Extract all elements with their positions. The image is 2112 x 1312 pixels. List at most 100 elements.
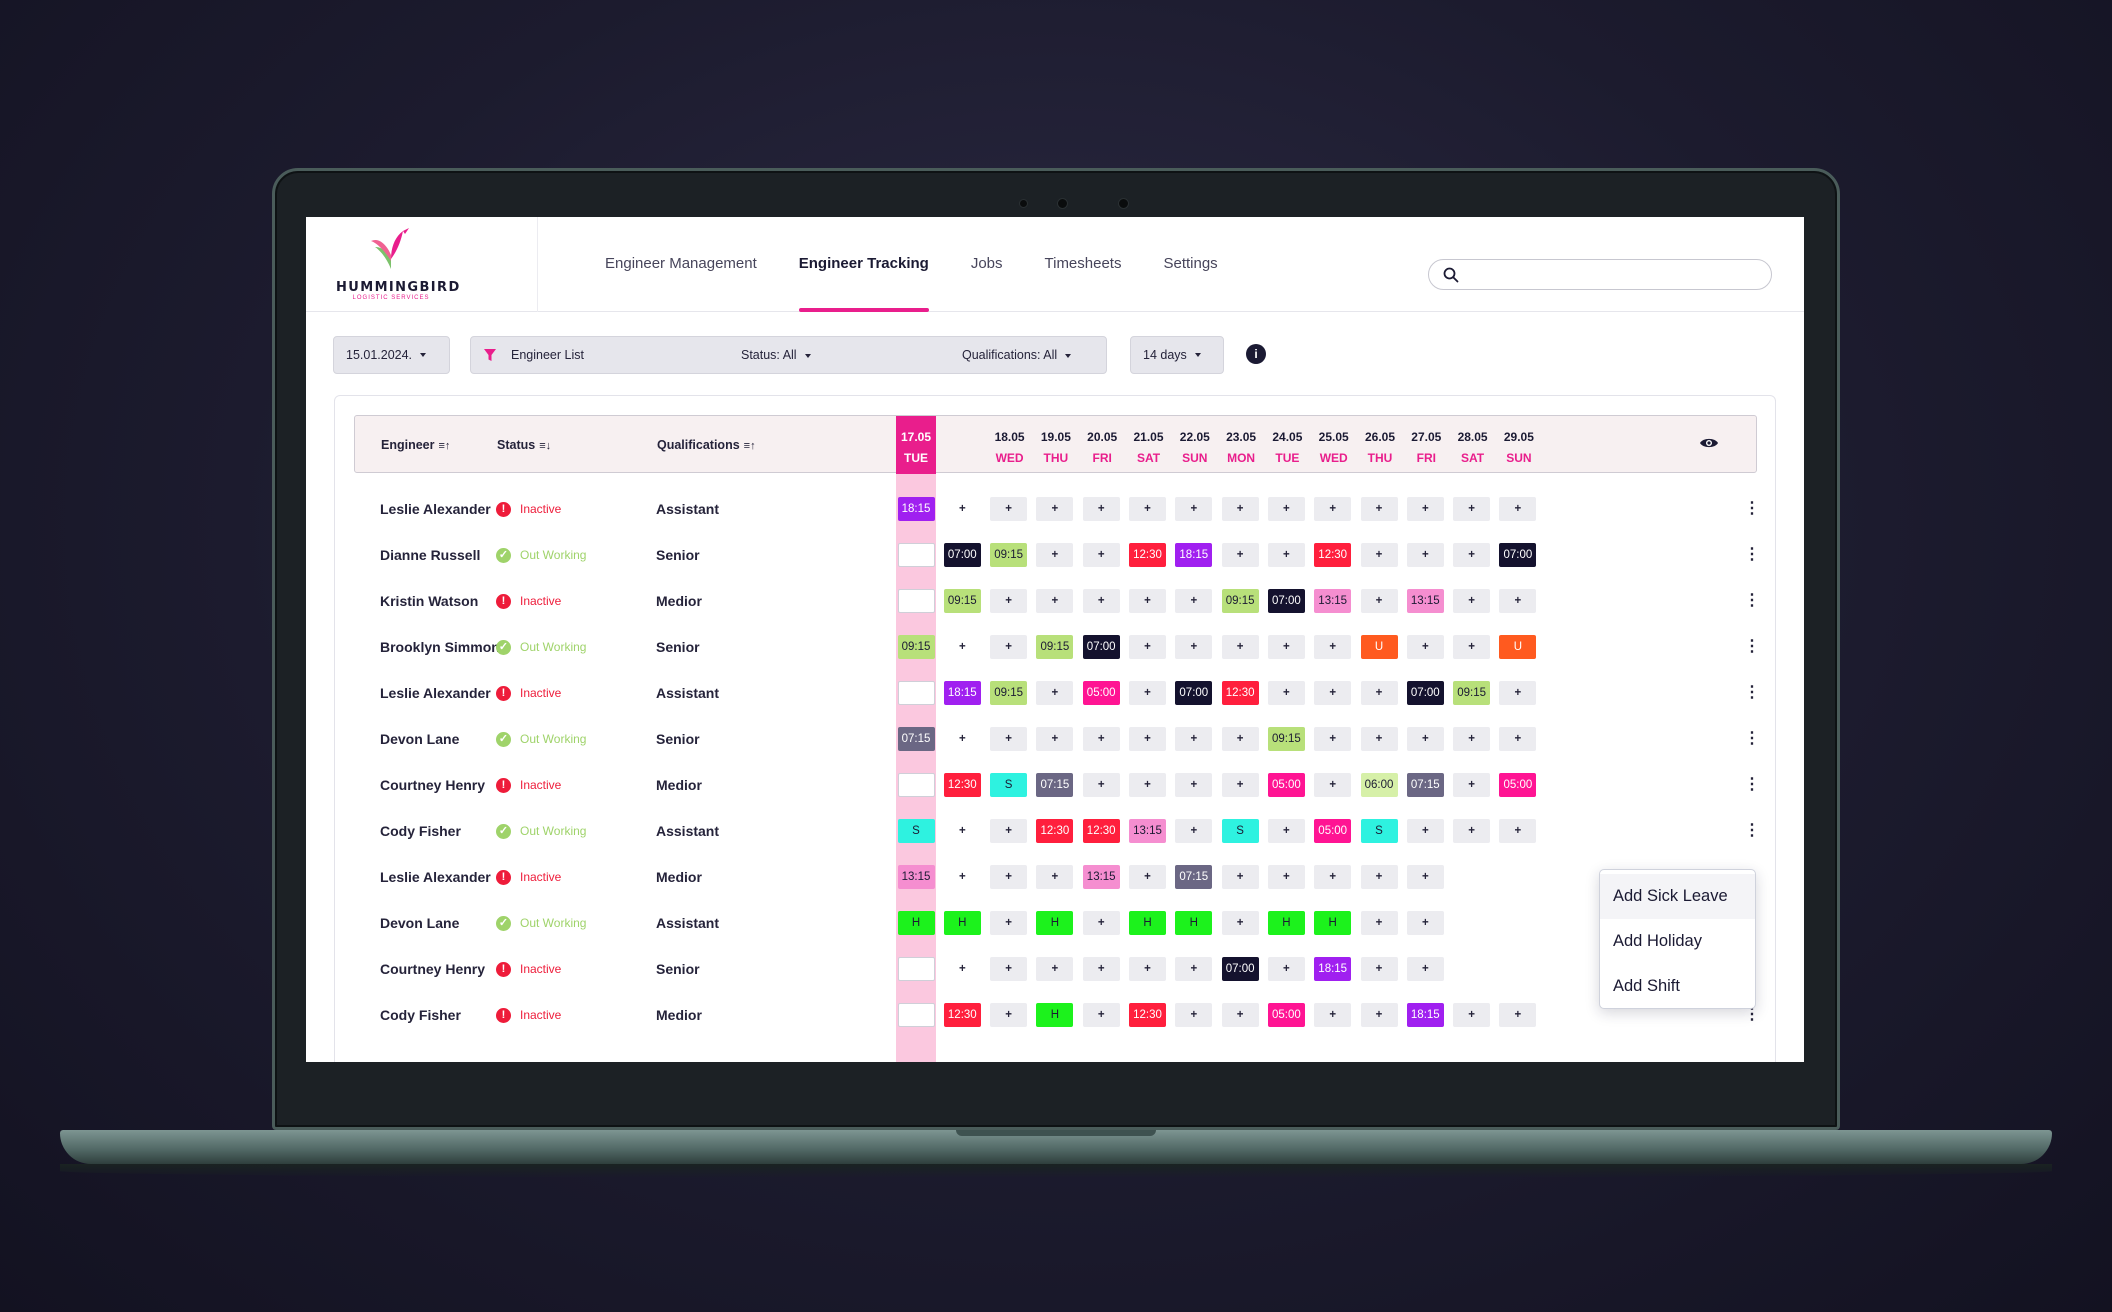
add-shift-button[interactable]: + <box>1175 957 1213 981</box>
more-options-icon[interactable]: ⋮ <box>1744 638 1760 655</box>
add-shift-button[interactable]: + <box>1129 773 1166 797</box>
add-shift-button[interactable]: + <box>1314 773 1352 797</box>
engineer-name[interactable]: Courtney Henry <box>380 777 486 793</box>
add-shift-button[interactable]: + <box>1499 1003 1537 1027</box>
shift-slot[interactable]: 07:00 <box>1082 635 1120 659</box>
add-shift-button[interactable]: + <box>1406 911 1444 935</box>
more-options-icon[interactable]: ⋮ <box>1744 684 1760 701</box>
engineer-name[interactable]: Courtney Henry <box>380 961 486 977</box>
add-shift-button[interactable]: + <box>1314 635 1352 659</box>
shift-slot[interactable]: U <box>1360 635 1398 659</box>
add-shift-button[interactable]: + <box>1221 635 1259 659</box>
shift-slot[interactable]: 18:15 <box>897 497 935 521</box>
add-shift-button[interactable]: + <box>1082 773 1120 797</box>
engineer-name[interactable]: Brooklyn Simmons <box>380 639 508 655</box>
add-shift-button[interactable]: + <box>1036 589 1074 613</box>
shift-slot[interactable]: 07:00 <box>1499 543 1537 567</box>
shift-slot[interactable]: 18:15 <box>1314 957 1352 981</box>
add-shift-button[interactable]: + <box>1360 1003 1398 1027</box>
add-shift-button[interactable]: + <box>1129 727 1166 751</box>
add-shift-button[interactable]: + <box>1406 497 1444 521</box>
shift-slot[interactable]: 09:15 <box>943 589 981 613</box>
engineer-name[interactable]: Devon Lane <box>380 731 460 747</box>
add-shift-button[interactable]: + <box>1267 957 1305 981</box>
engineer-name[interactable]: Kristin Watson <box>380 593 479 609</box>
shift-slot[interactable]: 12:30 <box>943 1003 981 1027</box>
add-shift-button[interactable]: + <box>990 635 1028 659</box>
empty-slot[interactable] <box>897 589 935 613</box>
add-shift-button[interactable]: + <box>958 871 966 883</box>
shift-slot[interactable]: S <box>897 819 935 843</box>
add-shift-button[interactable]: + <box>1175 727 1213 751</box>
shift-slot[interactable]: 12:30 <box>1129 543 1166 567</box>
shift-slot[interactable]: 09:15 <box>1221 589 1259 613</box>
add-shift-button[interactable]: + <box>1082 911 1120 935</box>
shift-slot[interactable]: 13:15 <box>1314 589 1352 613</box>
more-options-icon[interactable]: ⋮ <box>1744 776 1760 793</box>
engineer-name[interactable]: Devon Lane <box>380 915 460 931</box>
info-icon[interactable]: i <box>1246 344 1266 364</box>
add-shift-button[interactable]: + <box>1360 589 1398 613</box>
empty-slot[interactable] <box>897 543 935 567</box>
shift-slot[interactable]: 12:30 <box>1221 681 1259 705</box>
empty-slot[interactable] <box>897 957 935 981</box>
engineer-name[interactable]: Cody Fisher <box>380 823 461 839</box>
more-options-icon[interactable]: ⋮ <box>1744 1006 1760 1023</box>
more-options-icon[interactable]: ⋮ <box>1744 592 1760 609</box>
add-shift-button[interactable]: + <box>1360 865 1398 889</box>
header-qualifications[interactable]: Qualifications ≡↑ <box>657 416 756 474</box>
shift-slot[interactable]: 07:15 <box>1406 773 1444 797</box>
shift-slot[interactable]: 09:15 <box>990 681 1028 705</box>
add-shift-button[interactable]: + <box>1221 727 1259 751</box>
add-shift-button[interactable]: + <box>990 589 1028 613</box>
range-select[interactable]: 14 days <box>1130 336 1224 374</box>
add-shift-button[interactable]: + <box>1453 589 1491 613</box>
shift-slot[interactable]: H <box>1267 911 1305 935</box>
shift-slot[interactable]: S <box>990 773 1028 797</box>
add-shift-button[interactable]: + <box>1314 865 1352 889</box>
shift-slot[interactable]: 18:15 <box>943 681 981 705</box>
shift-slot[interactable]: 13:15 <box>897 865 935 889</box>
shift-slot[interactable]: 05:00 <box>1267 1003 1305 1027</box>
add-shift-button[interactable]: + <box>1036 497 1074 521</box>
shift-slot[interactable]: 07:00 <box>943 543 981 567</box>
add-shift-button[interactable]: + <box>1082 727 1120 751</box>
shift-slot[interactable]: 09:15 <box>897 635 935 659</box>
qualifications-filter[interactable]: Qualifications: All <box>962 348 1072 362</box>
add-shift-button[interactable]: + <box>1360 681 1398 705</box>
add-shift-button[interactable]: + <box>990 911 1028 935</box>
add-shift-button[interactable]: + <box>1221 773 1259 797</box>
add-shift-button[interactable]: + <box>1267 681 1305 705</box>
shift-slot[interactable]: 09:15 <box>1453 681 1491 705</box>
add-shift-button[interactable]: + <box>1129 589 1166 613</box>
add-shift-button[interactable]: + <box>990 819 1028 843</box>
empty-slot[interactable] <box>897 681 935 705</box>
add-shift-button[interactable]: + <box>1221 911 1259 935</box>
add-shift-button[interactable]: + <box>1406 819 1444 843</box>
add-shift-button[interactable]: + <box>1036 865 1074 889</box>
add-shift-button[interactable]: + <box>1221 1003 1259 1027</box>
shift-slot[interactable]: 09:15 <box>990 543 1028 567</box>
add-shift-button[interactable]: + <box>1453 773 1491 797</box>
shift-slot[interactable]: 06:00 <box>1360 773 1398 797</box>
shift-slot[interactable]: H <box>1175 911 1213 935</box>
add-shift-button[interactable]: + <box>1082 1003 1120 1027</box>
add-shift-button[interactable]: + <box>1406 957 1444 981</box>
shift-slot[interactable]: 07:15 <box>897 727 935 751</box>
add-shift-button[interactable]: + <box>1221 497 1259 521</box>
add-shift-button[interactable]: + <box>958 963 966 975</box>
more-options-icon[interactable]: ⋮ <box>1744 730 1760 747</box>
shift-slot[interactable]: 07:00 <box>1406 681 1444 705</box>
shift-slot[interactable]: 12:30 <box>1082 819 1120 843</box>
shift-slot[interactable]: 12:30 <box>1314 543 1352 567</box>
engineer-name[interactable]: Leslie Alexander <box>380 501 491 517</box>
shift-slot[interactable]: 05:00 <box>1267 773 1305 797</box>
add-shift-button[interactable]: + <box>1175 497 1213 521</box>
shift-slot[interactable]: 05:00 <box>1499 773 1537 797</box>
engineer-name[interactable]: Leslie Alexander <box>380 869 491 885</box>
add-shift-button[interactable]: + <box>1036 727 1074 751</box>
nav-jobs[interactable]: Jobs <box>970 255 1003 272</box>
add-shift-button[interactable]: + <box>1314 497 1352 521</box>
add-shift-button[interactable]: + <box>1406 635 1444 659</box>
add-shift-button[interactable]: + <box>1036 957 1074 981</box>
